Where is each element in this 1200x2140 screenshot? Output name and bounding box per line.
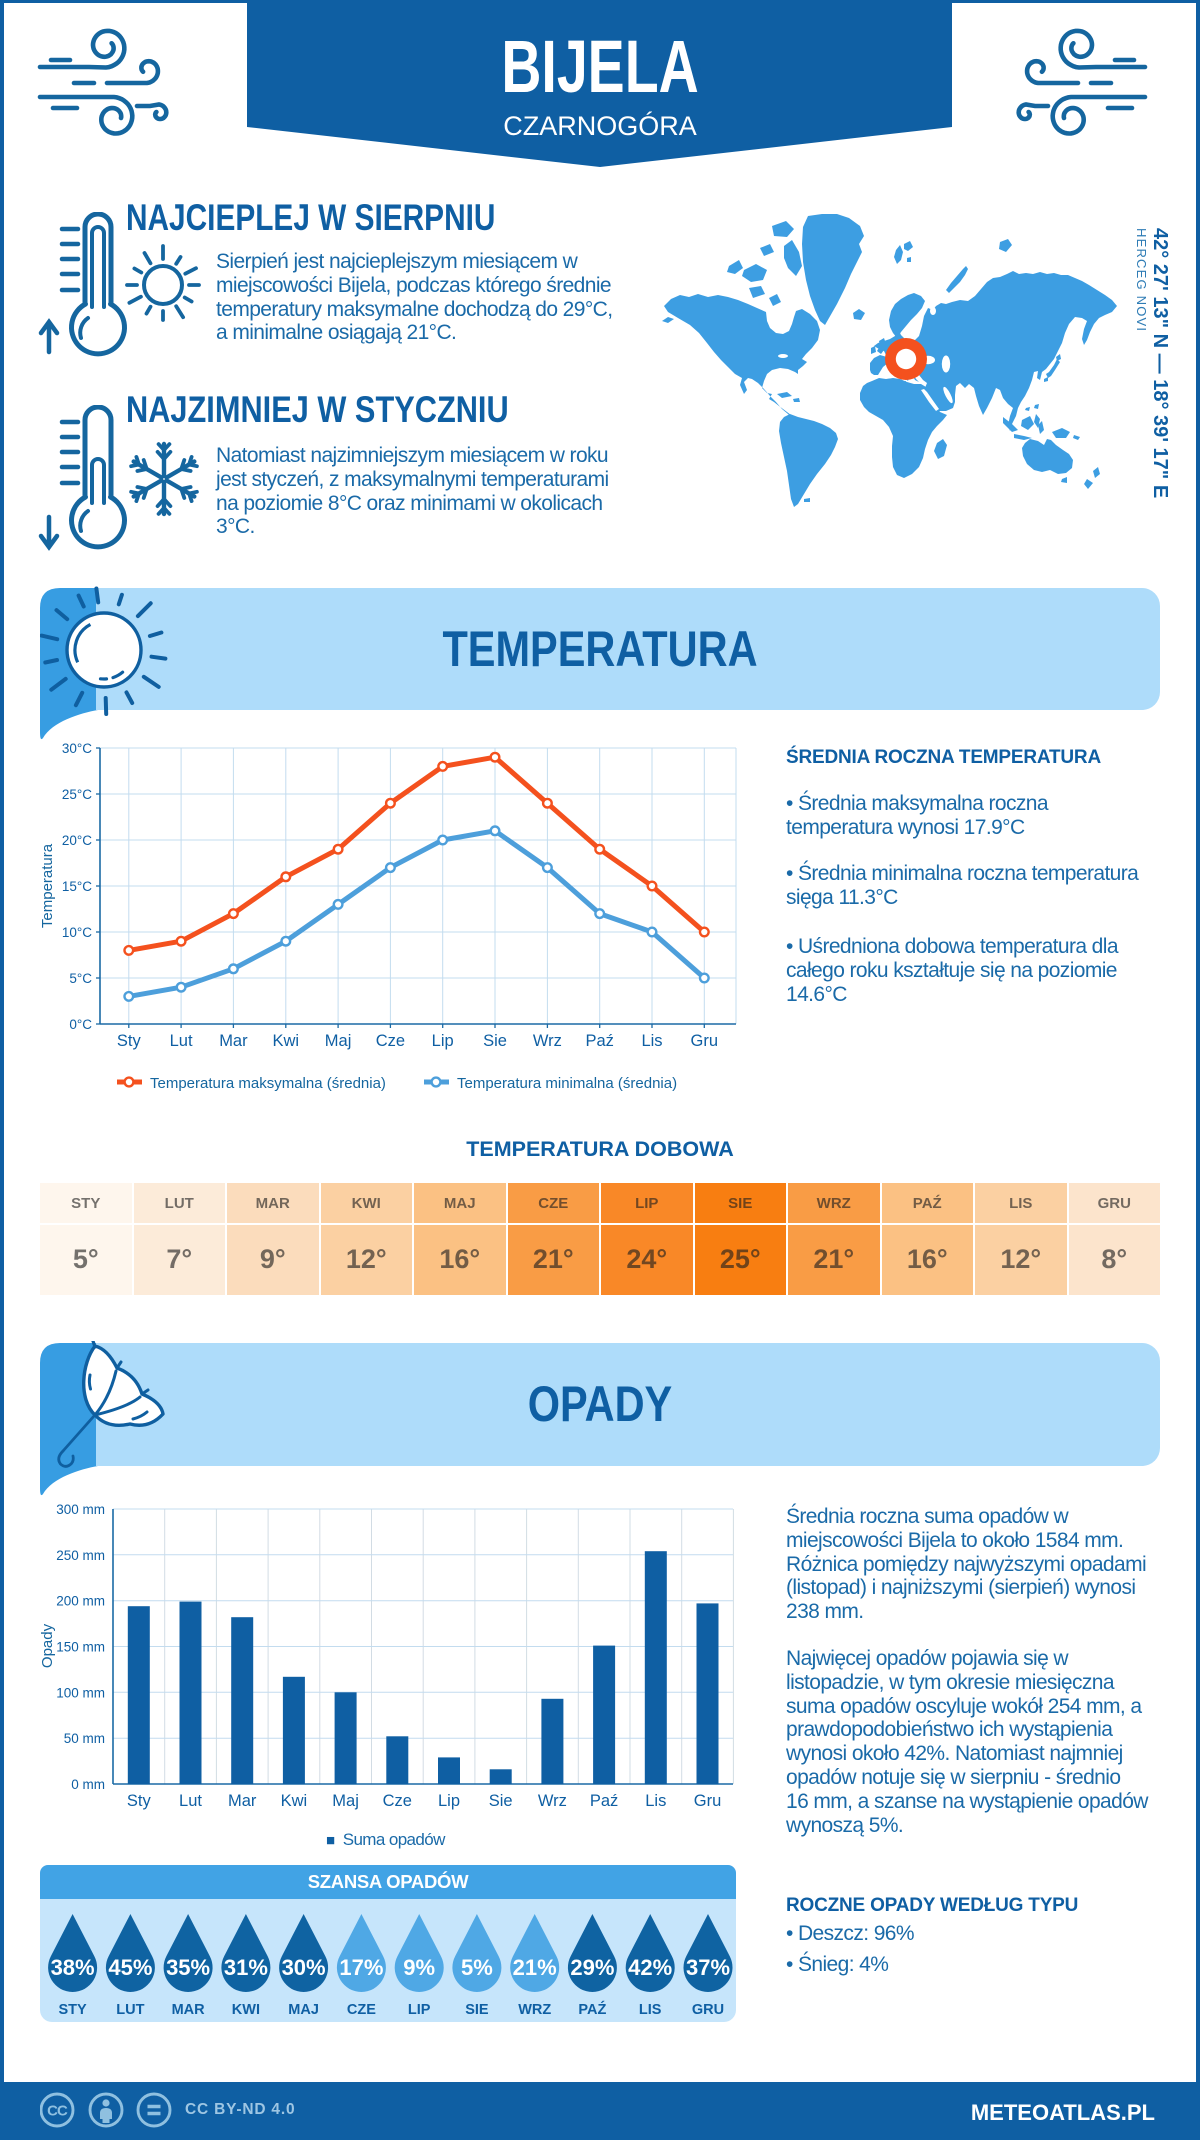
- svg-text:Temperatura: Temperatura: [40, 843, 56, 928]
- svg-text:Wrz: Wrz: [533, 1032, 562, 1050]
- svg-text:Paź: Paź: [590, 1792, 618, 1810]
- svg-text:Maj: Maj: [325, 1032, 352, 1050]
- svg-text:Gru: Gru: [691, 1032, 719, 1050]
- svg-text:38%: 38%: [51, 1955, 95, 1980]
- svg-text:5°C: 5°C: [69, 971, 92, 986]
- svg-text:0°C: 0°C: [69, 1017, 92, 1032]
- svg-text:CC: CC: [47, 2103, 68, 2120]
- svg-text:WRZ: WRZ: [518, 2002, 551, 2018]
- svg-text:STY: STY: [58, 2002, 87, 2018]
- svg-text:Sie: Sie: [483, 1032, 507, 1050]
- svg-text:0 mm: 0 mm: [71, 1777, 105, 1792]
- svg-text:MAJ: MAJ: [288, 2002, 319, 2018]
- svg-text:PAŹ: PAŹ: [578, 2001, 606, 2018]
- svg-text:MAR: MAR: [172, 2002, 206, 2018]
- svg-text:Lut: Lut: [179, 1792, 202, 1810]
- svg-text:Temperatura maksymalna (średni: Temperatura maksymalna (średnia): [150, 1075, 386, 1092]
- svg-text:LIS: LIS: [639, 2002, 662, 2018]
- svg-text:Mar: Mar: [219, 1032, 248, 1050]
- svg-text:Temperatura minimalna (średnia: Temperatura minimalna (średnia): [457, 1075, 677, 1092]
- svg-text:45%: 45%: [108, 1955, 152, 1980]
- svg-text:250 mm: 250 mm: [56, 1548, 105, 1563]
- svg-text:LUT: LUT: [116, 2002, 144, 2018]
- svg-text:Lip: Lip: [432, 1032, 454, 1050]
- svg-text:Lis: Lis: [645, 1792, 666, 1810]
- svg-text:30°C: 30°C: [62, 741, 92, 756]
- svg-text:Lip: Lip: [438, 1792, 460, 1810]
- svg-text:200 mm: 200 mm: [56, 1594, 105, 1609]
- svg-text:100 mm: 100 mm: [56, 1685, 105, 1700]
- svg-text:Cze: Cze: [383, 1792, 412, 1810]
- svg-text:Paź: Paź: [585, 1032, 613, 1050]
- svg-text:SIE: SIE: [465, 2002, 489, 2018]
- svg-text:Sty: Sty: [127, 1792, 152, 1810]
- svg-text:Maj: Maj: [332, 1792, 359, 1810]
- svg-text:Wrz: Wrz: [538, 1792, 567, 1810]
- svg-text:31%: 31%: [224, 1955, 268, 1980]
- svg-text:LIP: LIP: [408, 2002, 431, 2018]
- svg-text:50 mm: 50 mm: [64, 1731, 105, 1746]
- svg-text:Cze: Cze: [376, 1032, 405, 1050]
- svg-text:25°C: 25°C: [62, 787, 92, 802]
- svg-text:Sie: Sie: [489, 1792, 513, 1810]
- svg-text:9%: 9%: [403, 1955, 435, 1980]
- svg-text:Kwi: Kwi: [281, 1792, 308, 1810]
- svg-text:Sty: Sty: [117, 1032, 142, 1050]
- svg-text:42%: 42%: [628, 1955, 672, 1980]
- svg-text:21%: 21%: [513, 1955, 557, 1980]
- svg-text:15°C: 15°C: [62, 879, 92, 894]
- svg-text:5%: 5%: [461, 1955, 493, 1980]
- svg-text:CZE: CZE: [347, 2002, 376, 2018]
- svg-text:30%: 30%: [282, 1955, 326, 1980]
- svg-text:Kwi: Kwi: [273, 1032, 300, 1050]
- svg-text:20°C: 20°C: [62, 833, 92, 848]
- svg-text:29%: 29%: [570, 1955, 614, 1980]
- svg-text:GRU: GRU: [692, 2002, 724, 2018]
- svg-text:Gru: Gru: [694, 1792, 722, 1810]
- svg-text:150 mm: 150 mm: [56, 1640, 105, 1655]
- svg-text:300 mm: 300 mm: [56, 1502, 105, 1517]
- svg-text:35%: 35%: [166, 1955, 210, 1980]
- svg-text:KWI: KWI: [232, 2002, 260, 2018]
- svg-text:17%: 17%: [339, 1955, 383, 1980]
- svg-text:Lut: Lut: [170, 1032, 193, 1050]
- svg-text:37%: 37%: [686, 1955, 730, 1980]
- svg-text:Mar: Mar: [228, 1792, 257, 1810]
- svg-text:Opady: Opady: [40, 1623, 56, 1668]
- svg-text:Lis: Lis: [641, 1032, 662, 1050]
- svg-text:10°C: 10°C: [62, 925, 92, 940]
